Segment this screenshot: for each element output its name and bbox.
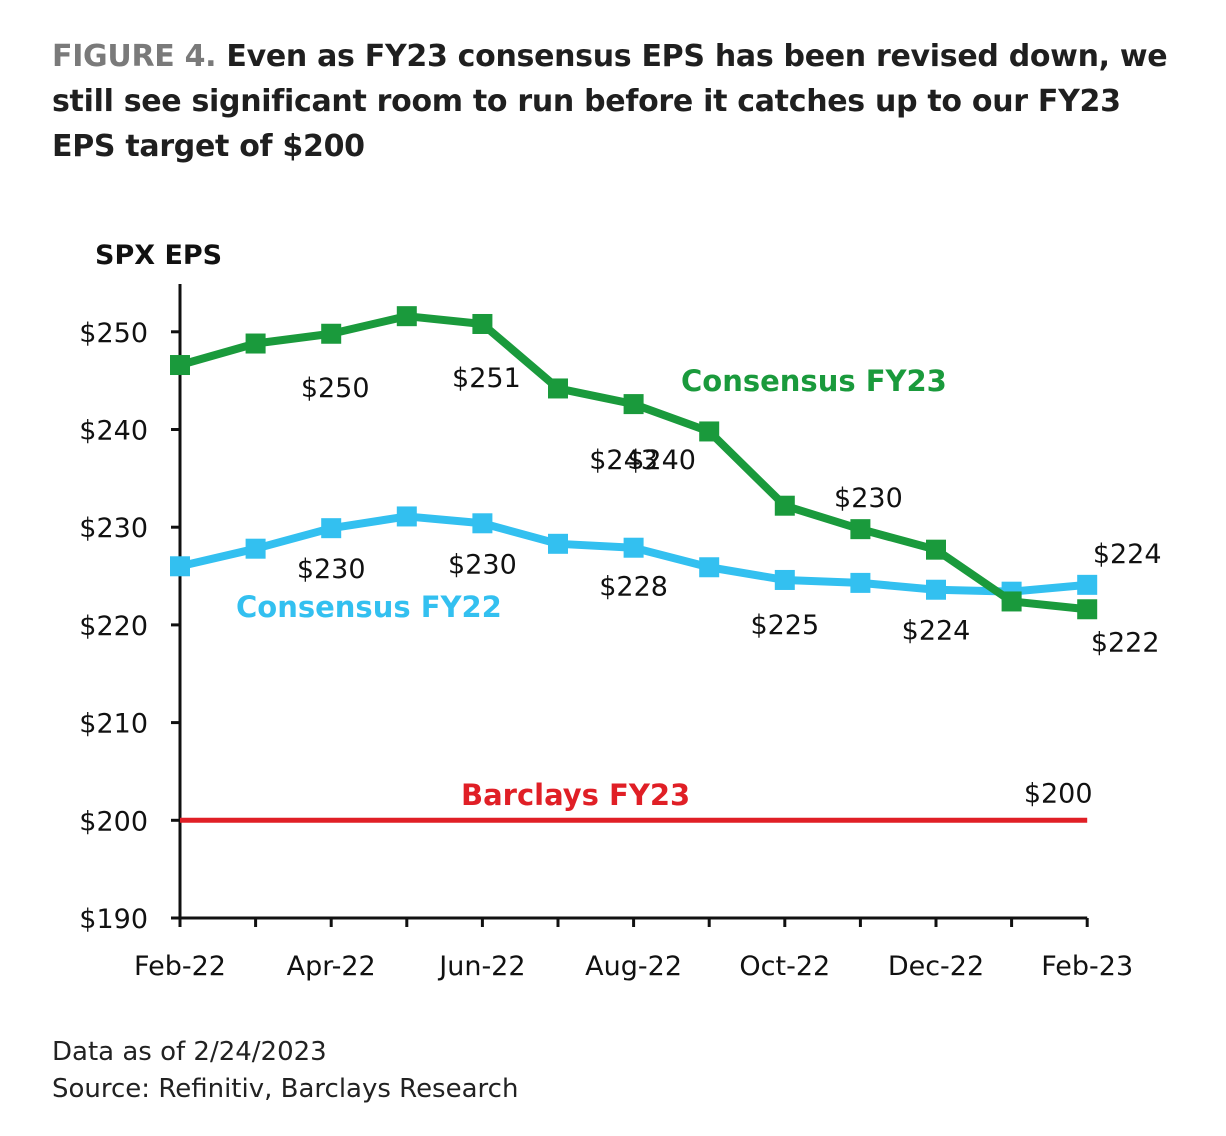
data-point-consensus-fy22 xyxy=(170,556,190,577)
data-label-consensus-fy22: $228 xyxy=(599,572,668,603)
y-axis-label: SPX EPS xyxy=(95,240,222,271)
data-point-consensus-fy23 xyxy=(623,394,644,415)
y-tick-label: $220 xyxy=(79,611,148,642)
data-point-consensus-fy23 xyxy=(472,313,493,334)
y-tick-label: $250 xyxy=(79,318,148,349)
data-label-consensus-fy23: $222 xyxy=(1091,627,1160,658)
data-point-consensus-fy22 xyxy=(245,538,266,559)
data-date-note: Data as of 2/24/2023 xyxy=(52,1037,327,1067)
data-label-consensus-fy22: $230 xyxy=(297,554,366,585)
data-point-consensus-fy23 xyxy=(170,355,190,376)
data-point-consensus-fy22 xyxy=(699,557,720,578)
data-point-consensus-fy23 xyxy=(774,495,795,516)
data-label-consensus-fy23: $243 xyxy=(589,445,658,476)
y-tick-label: $190 xyxy=(79,904,148,935)
data-point-consensus-fy23 xyxy=(321,323,342,344)
x-tick-label: Jun-22 xyxy=(437,951,525,982)
y-tick-label: $230 xyxy=(79,513,148,544)
data-point-consensus-fy22 xyxy=(1077,574,1098,595)
data-label-consensus-fy23: $251 xyxy=(452,363,521,394)
y-tick-label: $210 xyxy=(79,709,148,740)
y-tick-label: $200 xyxy=(79,806,148,837)
data-label-consensus-fy22: $224 xyxy=(902,616,971,647)
series-name-barclays-fy23: Barclays FY23 xyxy=(461,778,690,812)
data-point-consensus-fy23 xyxy=(1077,599,1098,620)
data-label-consensus-fy23: $230 xyxy=(834,483,903,514)
figure-label: FIGURE 4. xyxy=(52,39,217,74)
data-point-consensus-fy23 xyxy=(548,378,568,399)
data-point-consensus-fy22 xyxy=(850,572,871,593)
data-point-consensus-fy23 xyxy=(1001,591,1022,612)
data-label-consensus-fy23: $240 xyxy=(627,445,696,476)
data-label-barclays-fy23: $200 xyxy=(1024,778,1093,809)
data-point-consensus-fy22 xyxy=(396,506,417,527)
data-point-consensus-fy22 xyxy=(926,579,946,600)
x-tick-label: Dec-22 xyxy=(888,951,984,982)
chart-title: FIGURE 4. Even as FY23 consensus EPS has… xyxy=(52,34,1182,169)
x-tick-label: Feb-23 xyxy=(1041,951,1133,982)
data-point-consensus-fy23 xyxy=(245,333,266,354)
figure-title: Even as FY23 consensus EPS has been revi… xyxy=(52,39,1168,164)
chart-footer: Data as of 2/24/2023 Source: Refinitiv, … xyxy=(52,1034,518,1108)
data-point-consensus-fy23 xyxy=(699,421,720,442)
y-tick-label: $240 xyxy=(79,416,148,447)
data-point-consensus-fy22 xyxy=(774,569,795,590)
series-name-consensus-fy22: Consensus FY22 xyxy=(236,590,502,624)
x-tick-label: Aug-22 xyxy=(585,951,682,982)
data-point-consensus-fy22 xyxy=(548,533,568,554)
data-point-consensus-fy22 xyxy=(472,513,493,534)
series-name-consensus-fy23: Consensus FY23 xyxy=(681,364,947,398)
x-tick-label: Apr-22 xyxy=(287,951,376,982)
data-point-consensus-fy22 xyxy=(623,537,644,558)
data-point-consensus-fy22 xyxy=(321,518,342,539)
data-label-consensus-fy23: $250 xyxy=(301,373,370,404)
x-tick-label: Feb-22 xyxy=(134,951,226,982)
data-point-consensus-fy23 xyxy=(850,519,871,540)
data-point-consensus-fy23 xyxy=(926,539,946,560)
data-label-consensus-fy22: $224 xyxy=(1093,539,1162,570)
data-label-consensus-fy22: $230 xyxy=(448,549,517,580)
source-note: Source: Refinitiv, Barclays Research xyxy=(52,1074,519,1104)
data-label-consensus-fy22: $225 xyxy=(750,610,819,641)
x-tick-label: Oct-22 xyxy=(739,951,830,982)
data-point-consensus-fy23 xyxy=(396,306,417,327)
